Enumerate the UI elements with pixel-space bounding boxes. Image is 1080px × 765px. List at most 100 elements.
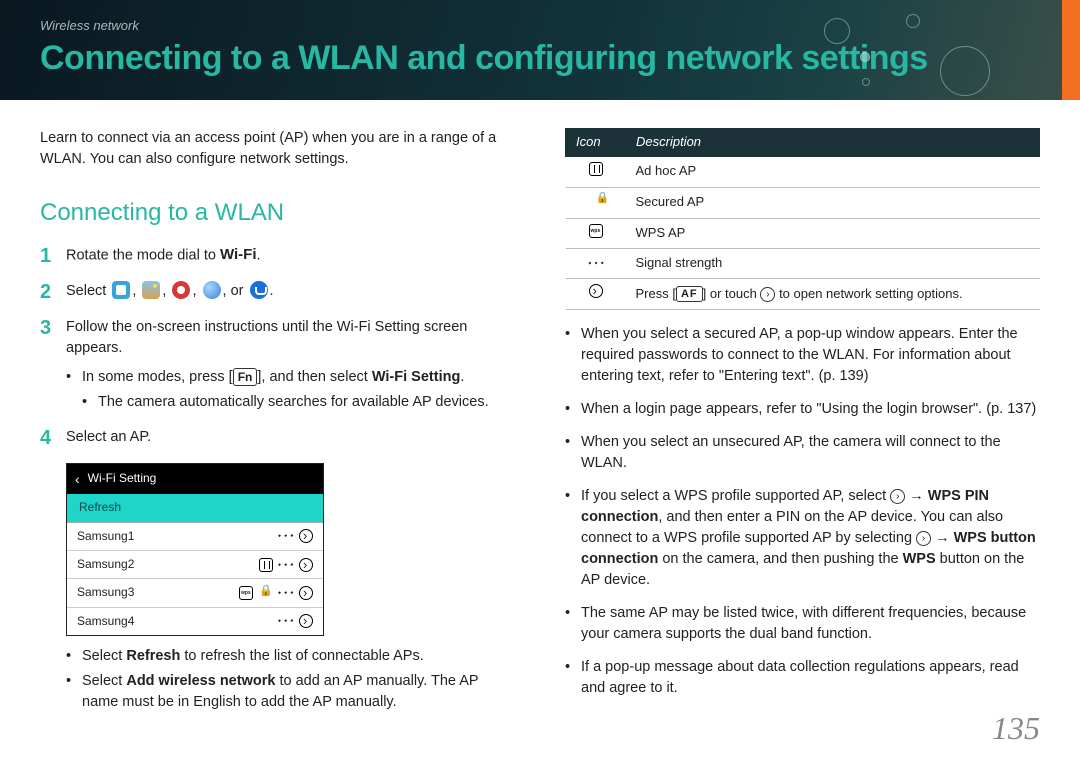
step-text: Rotate the mode dial to: [66, 248, 220, 264]
ap-name: Samsung4: [77, 613, 134, 630]
wifi-ap-row: Samsung2⋰: [67, 551, 323, 579]
wifi-mock-title: Wi-Fi Setting: [88, 470, 157, 487]
step-2: 2 Select , , , , or .: [40, 281, 515, 303]
ap-icons: ⋰: [239, 586, 313, 600]
refresh-row: Refresh: [67, 494, 323, 522]
text: Select: [82, 673, 126, 689]
signal-icon: ⋰: [276, 555, 296, 575]
af-button-icon: AF: [676, 286, 703, 302]
text: The camera automatically searches for av…: [98, 392, 489, 413]
arrow-icon: [589, 284, 603, 298]
signal-icon: ⋰: [586, 253, 606, 273]
adhoc-icon: [589, 162, 603, 176]
page-number: 135: [992, 710, 1040, 747]
ap-icons: ⋰: [279, 529, 313, 543]
icon-description-table: Icon Description Ad hoc APSecured APWPS …: [565, 128, 1040, 310]
text: When a login page appears, refer to "Usi…: [581, 399, 1036, 420]
page-title: Connecting to a WLAN and configuring net…: [40, 39, 1040, 78]
step-text: Follow the on-screen instructions until …: [66, 319, 467, 356]
wifi-setting-screenshot: ‹ Wi-Fi Setting Refresh Samsung1⋰Samsung…: [66, 463, 324, 636]
page-header: Wireless network Connecting to a WLAN an…: [0, 0, 1080, 100]
ap-name: Samsung1: [77, 528, 134, 545]
ap-icons: ⋰: [259, 558, 313, 572]
wifi-mock-header: ‹ Wi-Fi Setting: [67, 464, 323, 494]
arrow-icon: [299, 614, 313, 628]
text: The same AP may be listed twice, with di…: [581, 603, 1040, 645]
bold-text: Wi-Fi Setting: [372, 369, 460, 385]
arrow-icon: [299, 586, 313, 600]
icon-cell: [566, 156, 626, 187]
desc-cell: Secured AP: [626, 187, 1040, 218]
text: →: [905, 488, 928, 504]
step-number: 3: [40, 317, 66, 413]
text: Select: [82, 648, 126, 664]
bold-text: Refresh: [126, 648, 180, 664]
desc-cell: WPS AP: [626, 218, 1040, 249]
text: If you select a WPS profile supported AP…: [581, 488, 890, 504]
adhoc-icon: [259, 558, 273, 572]
bullet-item: The same AP may be listed twice, with di…: [565, 603, 1040, 645]
table-row: Ad hoc AP: [566, 156, 1040, 187]
signal-icon: ⋰: [276, 526, 296, 546]
arrow-icon: ›: [760, 287, 775, 302]
step-number: 2: [40, 281, 66, 303]
step-4: 4 Select an AP.: [40, 427, 515, 449]
ap-icons: ⋰: [279, 614, 313, 628]
back-icon: ‹: [75, 469, 80, 489]
desc-cell: Signal strength: [626, 249, 1040, 279]
wifi-ap-row: Samsung4 ⋰: [67, 608, 323, 635]
icon-cell: [566, 187, 626, 218]
wps-icon: [589, 224, 603, 238]
sep: ,: [132, 283, 140, 299]
sub-item: Select Refresh to refresh the list of co…: [66, 646, 515, 667]
app-icon-4: [203, 281, 221, 299]
lock-icon: [589, 193, 603, 207]
sub-sub-item: The camera automatically searches for av…: [82, 392, 515, 413]
sep: , or: [223, 283, 248, 299]
bold-text: WPS: [903, 551, 936, 567]
text: When you select a secured AP, a pop-up w…: [581, 324, 1040, 387]
step-text: .: [257, 248, 261, 264]
text: In some modes, press [: [82, 369, 233, 385]
arrow-icon: [299, 558, 313, 572]
step-3: 3 Follow the on-screen instructions unti…: [40, 317, 515, 413]
ap-name: Samsung3: [77, 584, 134, 601]
table-row: Press [AF] or touch › to open network se…: [566, 279, 1040, 310]
text: ], and then select: [257, 369, 371, 385]
wifi-ap-row: Samsung1 ⋰: [67, 523, 323, 551]
signal-icon: ⋰: [276, 612, 296, 632]
step-body: Select an AP.: [66, 427, 515, 449]
bullet-item: When a login page appears, refer to "Usi…: [565, 399, 1040, 420]
bold-text: Add wireless network: [126, 673, 275, 689]
bullets-list: When you select a secured AP, a pop-up w…: [565, 324, 1040, 699]
wps-icon: [239, 586, 253, 600]
intro-text: Learn to connect via an access point (AP…: [40, 128, 515, 170]
sep: .: [270, 283, 274, 299]
sub-item: In some modes, press [Fn], and then sele…: [66, 367, 515, 388]
bullet-item: If you select a WPS profile supported AP…: [565, 486, 1040, 591]
text: If a pop-up message about data collectio…: [581, 657, 1040, 699]
text: to refresh the list of connectable APs.: [180, 648, 423, 664]
desc-cell: Press [AF] or touch › to open network se…: [626, 279, 1040, 310]
step-text: Select an AP.: [66, 429, 151, 445]
signal-icon: ⋰: [276, 583, 296, 603]
lock-icon: [259, 586, 273, 600]
sep: ,: [162, 283, 170, 299]
table-header-desc: Description: [626, 129, 1040, 157]
text: →: [931, 530, 954, 546]
section-heading: Connecting to a WLAN: [40, 196, 515, 231]
wifi-mode-icon: Wi-Fi: [220, 244, 257, 266]
app-icon-1: [112, 281, 130, 299]
table-header-icon: Icon: [566, 129, 626, 157]
left-column: Learn to connect via an access point (AP…: [40, 128, 515, 717]
table-row: ⋰ Signal strength: [566, 249, 1040, 279]
right-column: Icon Description Ad hoc APSecured APWPS …: [565, 128, 1040, 717]
fn-button-icon: Fn: [233, 368, 258, 386]
step-number: 4: [40, 427, 66, 449]
icon-cell: ⋰: [566, 249, 626, 279]
bullet-item: If a pop-up message about data collectio…: [565, 657, 1040, 699]
sub-item: Select Add wireless network to add an AP…: [66, 671, 515, 713]
arrow-icon: [299, 529, 313, 543]
app-icon-5: [250, 281, 268, 299]
wifi-ap-row: Samsung3 ⋰: [67, 579, 323, 607]
